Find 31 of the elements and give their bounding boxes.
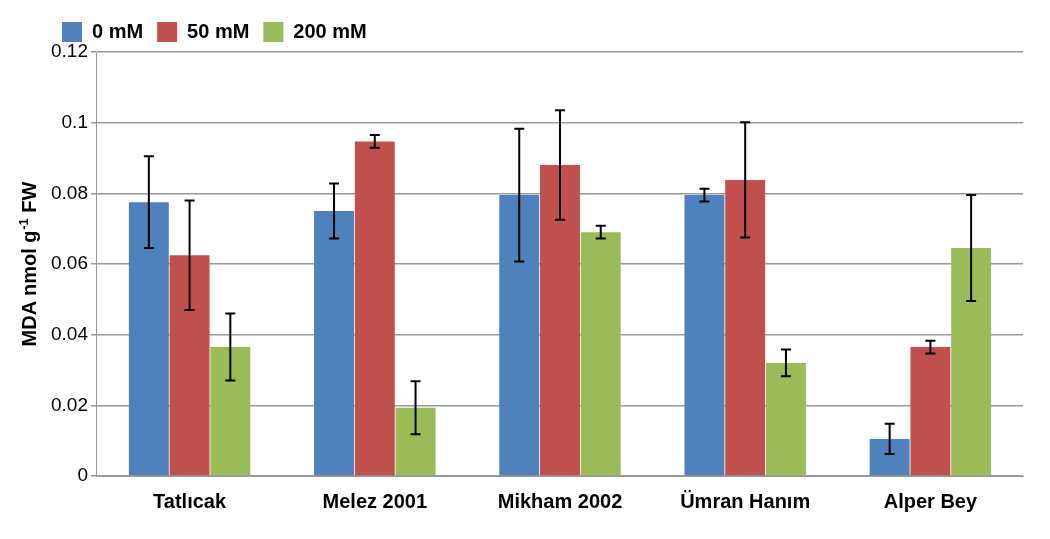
bar bbox=[540, 165, 580, 476]
bar bbox=[499, 195, 540, 476]
y-tick-label: 0 bbox=[77, 464, 88, 486]
bar bbox=[210, 347, 251, 476]
y-tick-label: 0.12 bbox=[51, 40, 88, 62]
bar bbox=[725, 179, 766, 476]
bar bbox=[910, 347, 951, 476]
y-tick-label: 0.06 bbox=[51, 252, 88, 274]
x-tick-label: Ümran Hanım bbox=[680, 489, 811, 512]
x-tick-label: Tatlıcak bbox=[153, 489, 227, 512]
y-tick-label: 0.1 bbox=[61, 110, 88, 132]
bar bbox=[951, 248, 992, 476]
x-tick-label: Melez 2001 bbox=[322, 489, 428, 512]
y-axis-title: MDA nmol g-1 FW bbox=[15, 181, 40, 347]
bar bbox=[580, 232, 621, 476]
bar bbox=[869, 438, 910, 476]
y-tick-label: 0.02 bbox=[51, 393, 88, 415]
legend-label: 50 mM bbox=[187, 19, 250, 42]
bar bbox=[684, 195, 725, 476]
bar bbox=[128, 202, 169, 476]
bar bbox=[169, 255, 210, 476]
x-tick-label: Mikham 2002 bbox=[497, 489, 623, 512]
y-tick-label: 0.08 bbox=[51, 181, 88, 203]
y-tick-label: 0.04 bbox=[51, 322, 89, 344]
bar bbox=[314, 211, 355, 476]
legend-label: 200 mM bbox=[293, 19, 367, 42]
bar bbox=[765, 362, 806, 476]
bar bbox=[395, 407, 436, 476]
legend-label: 0 mM bbox=[92, 19, 144, 42]
bar bbox=[354, 141, 395, 476]
x-tick-label: Alper Bey bbox=[883, 489, 978, 512]
